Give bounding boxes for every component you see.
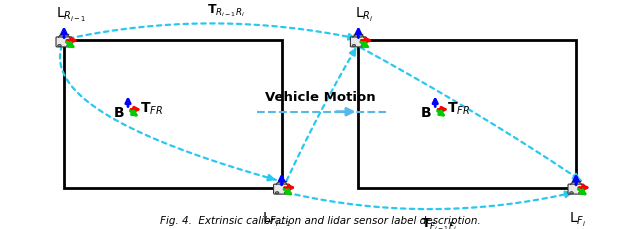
Ellipse shape [352, 45, 356, 47]
Text: $\mathbf{T}_{F_{i-1}F_i}$: $\mathbf{T}_{F_{i-1}F_i}$ [421, 216, 457, 229]
Text: $\mathbf{T}_{FR}$: $\mathbf{T}_{FR}$ [140, 100, 163, 116]
Text: $\mathrm{L}_{F_{i-1}}$: $\mathrm{L}_{F_{i-1}}$ [262, 210, 291, 228]
Ellipse shape [579, 192, 582, 194]
FancyBboxPatch shape [274, 184, 290, 194]
Text: Fig. 4.  Extrinsic calibration and lidar sensor label description.: Fig. 4. Extrinsic calibration and lidar … [159, 215, 481, 225]
FancyBboxPatch shape [351, 38, 367, 48]
Ellipse shape [67, 45, 70, 47]
Bar [358, 41, 576, 188]
Ellipse shape [570, 192, 573, 194]
Ellipse shape [361, 45, 365, 47]
Ellipse shape [275, 192, 279, 194]
Ellipse shape [284, 192, 288, 194]
Bar [64, 41, 282, 188]
Text: $\mathrm{L}_{R_{i-1}}$: $\mathrm{L}_{R_{i-1}}$ [56, 6, 86, 24]
Text: $\mathbf{T}_{FR}$: $\mathbf{T}_{FR}$ [447, 100, 470, 116]
FancyBboxPatch shape [56, 38, 72, 48]
Text: $\mathbf{B}$: $\mathbf{B}$ [420, 106, 432, 120]
Ellipse shape [58, 45, 61, 47]
FancyBboxPatch shape [568, 184, 584, 194]
Text: $\mathbf{B}$: $\mathbf{B}$ [113, 106, 125, 120]
Text: Vehicle Motion: Vehicle Motion [265, 90, 375, 103]
Text: $\mathrm{L}_{R_i}$: $\mathrm{L}_{R_i}$ [355, 6, 374, 24]
Text: $\mathbf{T}_{R_{i-1}R_i}$: $\mathbf{T}_{R_{i-1}R_i}$ [207, 3, 245, 19]
Text: $\mathrm{L}_{F_i}$: $\mathrm{L}_{F_i}$ [570, 210, 587, 228]
